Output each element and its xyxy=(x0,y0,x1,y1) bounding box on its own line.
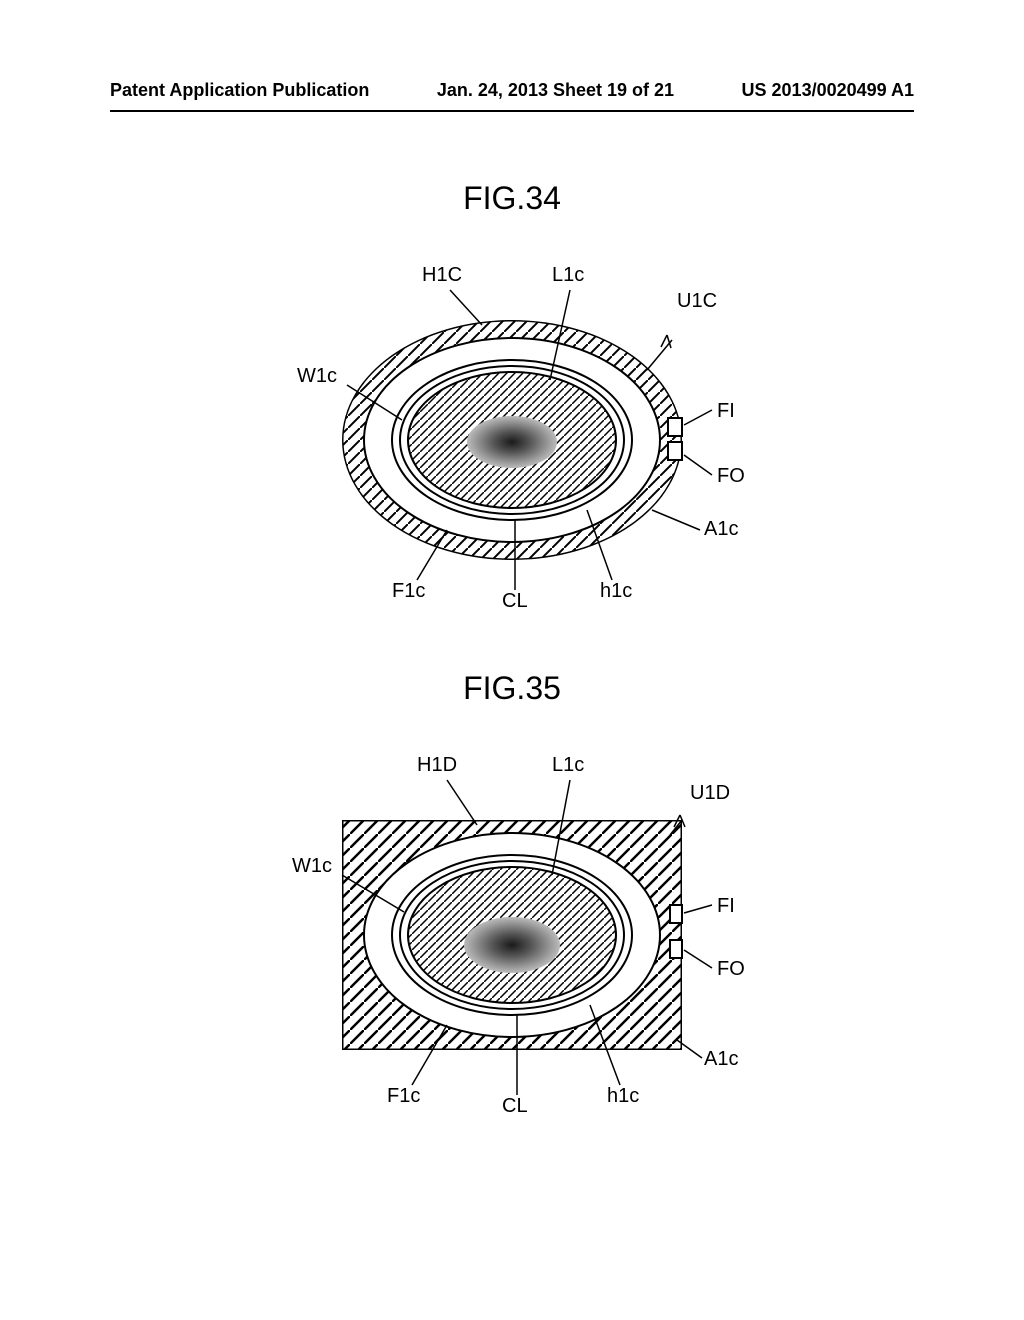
fig34-diagram: H1C L1c U1C W1c FI FO A1c F1c CL h1c xyxy=(252,260,772,620)
label-W1c35: W1c xyxy=(292,855,332,878)
label-A1c35: A1c xyxy=(704,1048,738,1071)
page-header: Patent Application Publication Jan. 24, … xyxy=(0,80,1024,101)
label-H1D: H1D xyxy=(417,754,457,777)
label-FO35: FO xyxy=(717,958,745,981)
fig34-title: FIG.34 xyxy=(0,180,1024,217)
label-L1c: L1c xyxy=(552,754,584,777)
header-left: Patent Application Publication xyxy=(110,80,369,101)
header-right: US 2013/0020499 A1 xyxy=(742,80,914,101)
label-W1c: W1c xyxy=(297,365,337,388)
label-A1c: A1c xyxy=(704,518,738,541)
label-H1C: H1C xyxy=(422,264,462,287)
label-U1D: U1D xyxy=(690,782,730,805)
label-F1c: F1c xyxy=(392,580,425,603)
label-h1c35: h1c xyxy=(607,1085,639,1108)
label-F1c35: F1c xyxy=(387,1085,420,1108)
label-U1C: U1C xyxy=(677,290,717,313)
label-FO: FO xyxy=(717,465,745,488)
fig35-diagram: H1D L1c U1D W1c FI FO A1c F1c CL h1c xyxy=(252,750,772,1130)
label-CL: CL xyxy=(502,590,528,613)
label-FI: FI xyxy=(717,400,735,423)
label-FI35: FI xyxy=(717,895,735,918)
label-h1c: h1c xyxy=(600,580,632,603)
header-divider xyxy=(110,110,914,112)
header-center: Jan. 24, 2013 Sheet 19 of 21 xyxy=(437,80,674,101)
fig35-title: FIG.35 xyxy=(0,670,1024,707)
label-L1c: L1c xyxy=(552,264,584,287)
label-CL35: CL xyxy=(502,1095,528,1118)
